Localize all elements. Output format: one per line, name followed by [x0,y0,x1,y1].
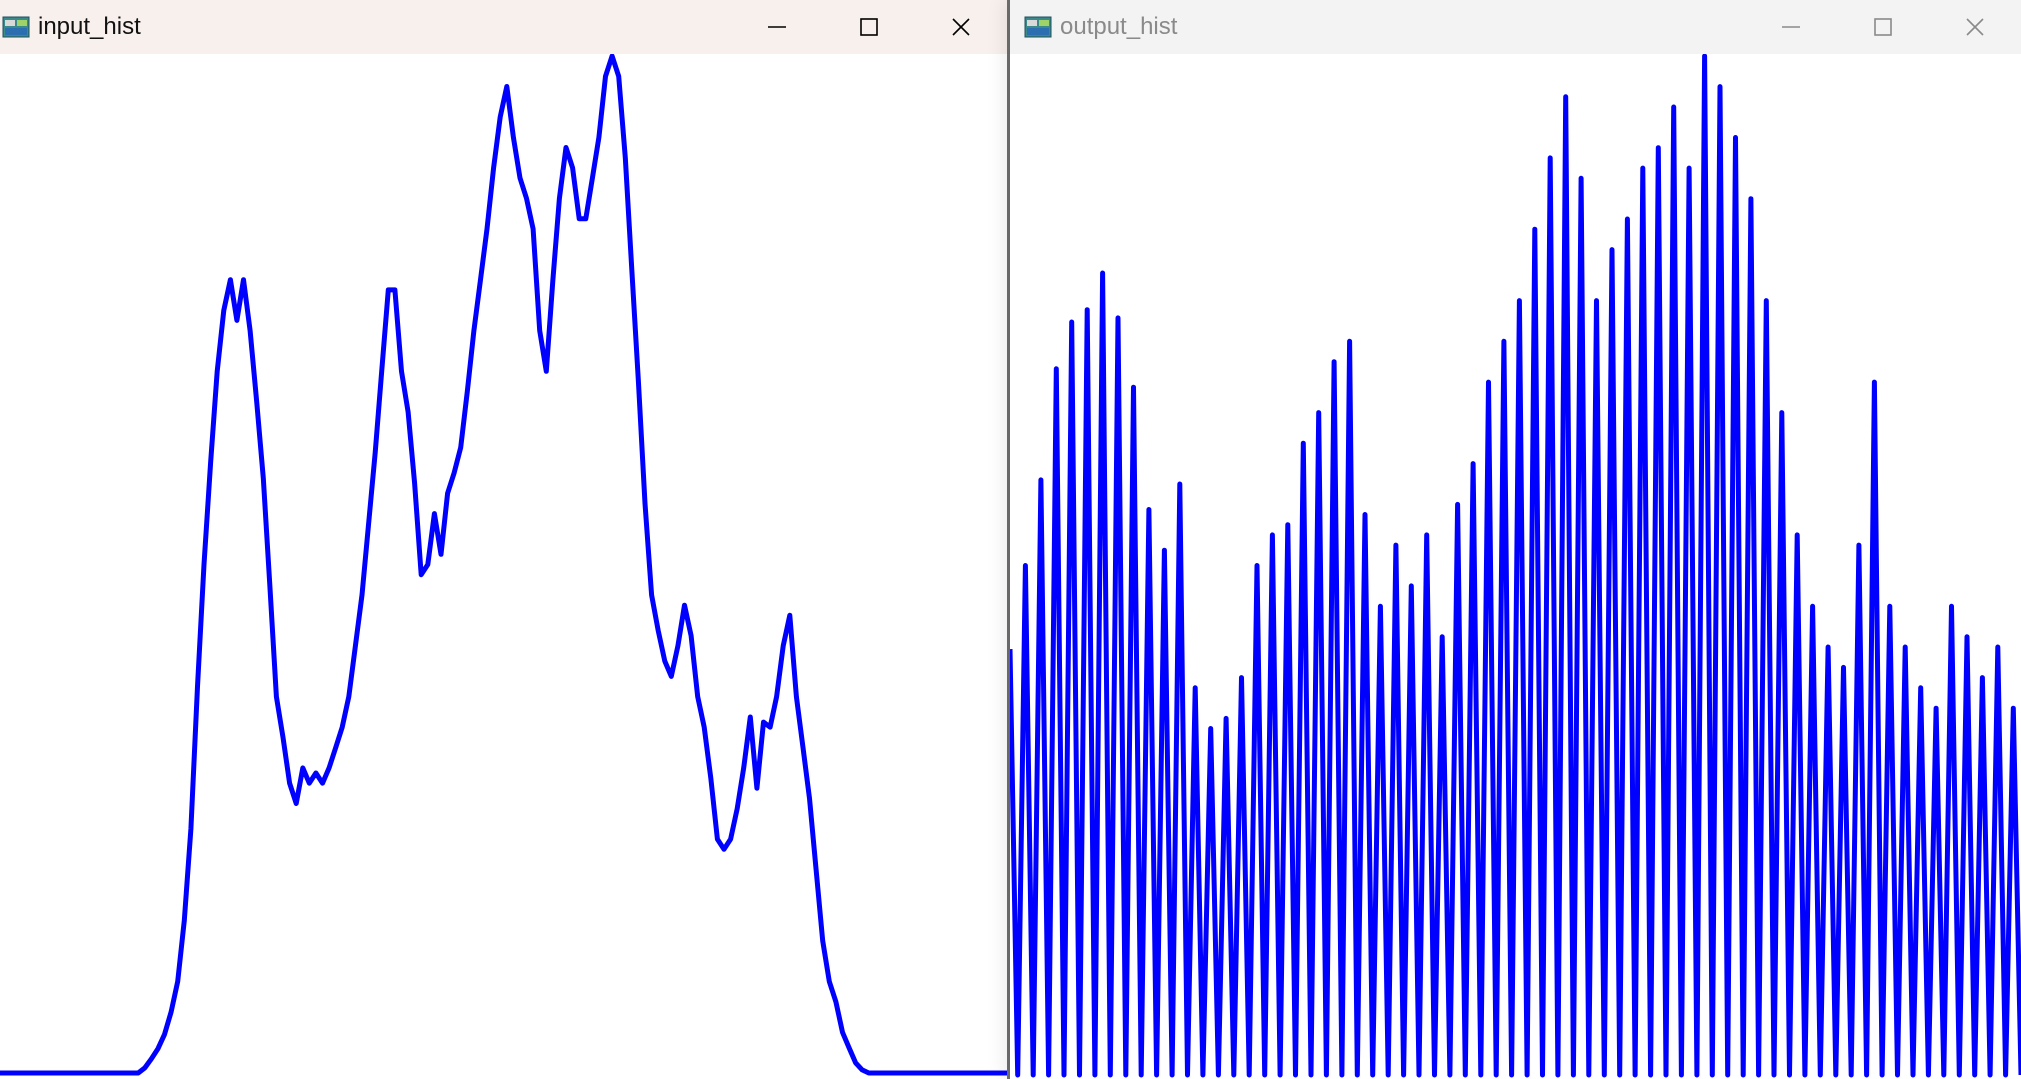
histogram-line [0,54,1007,1076]
close-button[interactable] [915,0,1007,54]
output-hist-titlebar[interactable]: output_hist [1010,0,2021,54]
minimize-icon [1782,26,1800,28]
minimize-button[interactable] [1745,0,1837,54]
histogram-line [1010,54,2021,1078]
maximize-icon [860,18,878,36]
input-histogram-chart [0,54,1007,1076]
histogram-canvas [1010,54,2021,1079]
window-title: input_hist [38,13,141,40]
minimize-icon [768,26,786,28]
input-hist-titlebar[interactable]: input_hist [0,0,1007,54]
input-hist-window: input_hist [0,0,1007,1079]
output-histogram-chart [1010,54,2021,1078]
minimize-button[interactable] [731,0,823,54]
maximize-icon [1874,18,1892,36]
histogram-canvas [0,54,1007,1079]
maximize-button[interactable] [823,0,915,54]
close-icon [952,18,970,36]
opencv-window-icon [1024,16,1052,38]
output-hist-window: output_hist [1010,0,2021,1079]
maximize-button[interactable] [1837,0,1929,54]
close-button[interactable] [1929,0,2021,54]
window-divider [1007,0,1010,1079]
opencv-window-icon [2,16,30,38]
close-icon [1966,18,1984,36]
window-title: output_hist [1060,13,1178,40]
